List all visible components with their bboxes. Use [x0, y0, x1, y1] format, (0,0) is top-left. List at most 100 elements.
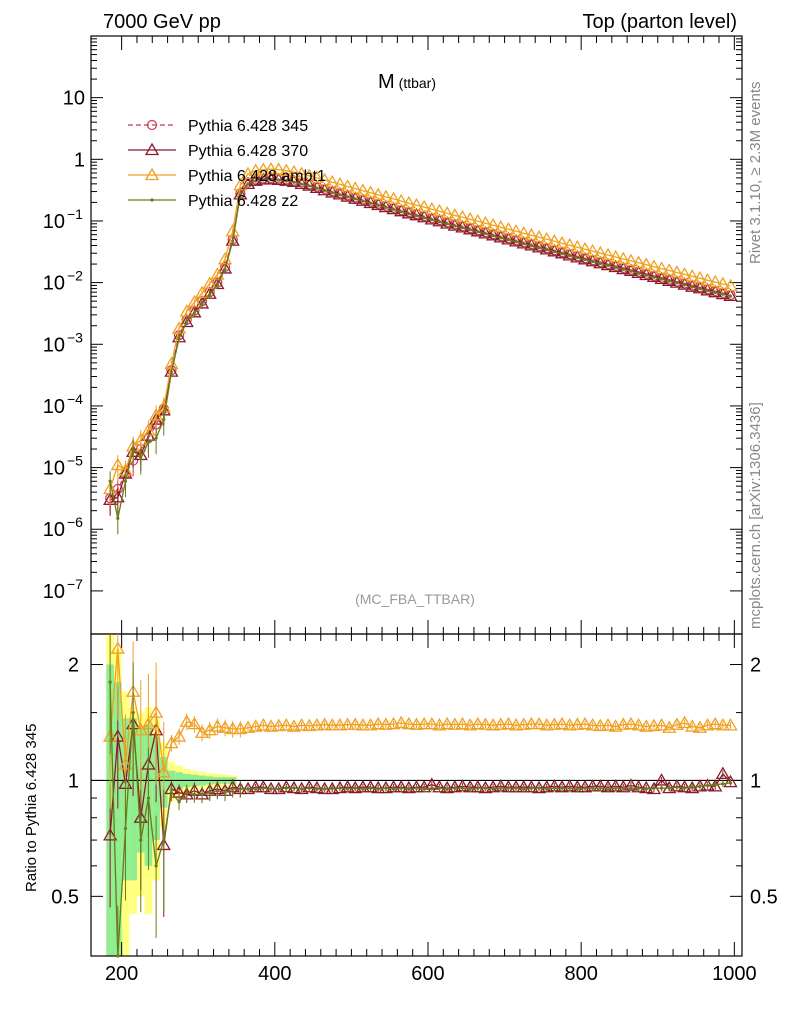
legend-entry-1: Pythia 6.428 370: [128, 142, 308, 160]
ratio-point: [447, 717, 462, 730]
main-point: [177, 336, 181, 340]
ratio-point: [437, 786, 442, 790]
main-point: [202, 276, 217, 289]
ratio-point: [363, 718, 378, 731]
ratio-point: [353, 786, 357, 790]
main-ytick-label: 10: [43, 396, 65, 418]
main-point: [307, 184, 311, 188]
main-point: [279, 173, 294, 186]
main-ytick-label: 10: [43, 458, 65, 480]
main-point: [453, 224, 457, 228]
main-point: [123, 479, 128, 483]
ratio-point: [146, 796, 151, 800]
main-point: [468, 228, 472, 232]
main-point: [662, 263, 677, 276]
header-process: Top (parton level): [582, 11, 737, 33]
main-point: [110, 489, 125, 503]
main-ytick-base: 10: [43, 581, 65, 603]
main-point: [460, 226, 465, 230]
main-point: [348, 181, 363, 194]
ratio-point: [568, 786, 572, 790]
legend-label: Pythia 6.428 370: [188, 143, 308, 160]
ratio-point: [682, 786, 687, 790]
ratio-point: [577, 716, 593, 730]
ratio-point: [345, 787, 350, 791]
main-point: [200, 302, 204, 306]
ratio-point: [279, 718, 294, 731]
ratio-point: [225, 721, 240, 735]
main-point: [560, 252, 564, 256]
ratio-point: [233, 721, 248, 735]
ratio-point: [131, 711, 135, 715]
ratio-point: [646, 718, 662, 732]
ratio-point: [118, 757, 133, 770]
ratio-series-2: [108, 634, 733, 958]
ratio-point: [713, 783, 717, 787]
ratio-point: [468, 787, 472, 791]
main-point: [591, 260, 595, 264]
main-point: [131, 447, 135, 451]
main-point: [424, 201, 439, 215]
main-point: [208, 292, 212, 297]
main-point: [608, 249, 623, 263]
ratio-point: [394, 779, 409, 793]
main-point: [246, 182, 250, 186]
ratio-point: [508, 718, 524, 731]
main-series-2: [103, 161, 738, 505]
main-ytick-label: 10: [43, 273, 65, 295]
main-point: [269, 177, 273, 182]
main-point: [315, 186, 319, 190]
main-point: [187, 294, 202, 308]
main-point: [231, 239, 235, 243]
legend-label: Pythia 6.428 345: [188, 118, 308, 135]
main-point: [139, 456, 143, 461]
main-point: [637, 271, 641, 275]
main-point: [254, 179, 258, 183]
ratio-point: [133, 722, 148, 736]
xtick-label: 600: [411, 963, 444, 985]
main-point: [171, 321, 187, 334]
ratio-point: [215, 789, 219, 793]
legend-label: Pythia 6.428 z2: [188, 193, 298, 210]
ratio-point: [654, 718, 669, 731]
ratio-point: [302, 779, 317, 793]
ratio-point: [728, 781, 733, 785]
ratio-point: [652, 786, 656, 790]
ratio-point: [478, 780, 493, 794]
ratio-point: [447, 779, 462, 793]
ratio-point: [386, 716, 401, 730]
main-ytick-label: 10: [43, 211, 65, 233]
ratio-point: [110, 641, 125, 654]
ratio-frame: [90, 633, 743, 957]
main-point: [631, 255, 646, 268]
main-point: [256, 162, 271, 175]
main-point: [340, 179, 355, 192]
ratio-point: [417, 716, 432, 730]
main-point: [437, 220, 442, 224]
main-point: [422, 216, 426, 220]
ratio-point: [700, 718, 715, 731]
ratio-point: [309, 780, 325, 794]
ratio-point: [148, 705, 164, 718]
ratio-point: [499, 786, 503, 790]
main-point: [529, 244, 533, 248]
ratio-point: [154, 864, 158, 868]
ratio-point: [217, 720, 233, 733]
main-point: [554, 235, 570, 249]
ratio-point: [554, 779, 570, 793]
ratio-series-line: [109, 682, 731, 957]
ratio-point: [501, 779, 516, 793]
ratio-point: [271, 718, 286, 732]
main-point: [108, 479, 112, 483]
main-series-0: [105, 172, 736, 515]
main-ytick-label: 1: [74, 149, 85, 171]
main-point: [409, 197, 424, 211]
main-point: [629, 269, 633, 273]
ratio-point: [552, 786, 556, 790]
legend: Pythia 6.428 345 Pythia 6.428 370 Pythia 6…: [128, 118, 326, 210]
ratio-point: [378, 717, 393, 730]
main-point: [417, 199, 432, 213]
ratio-point: [639, 780, 654, 794]
main-point: [516, 225, 531, 239]
